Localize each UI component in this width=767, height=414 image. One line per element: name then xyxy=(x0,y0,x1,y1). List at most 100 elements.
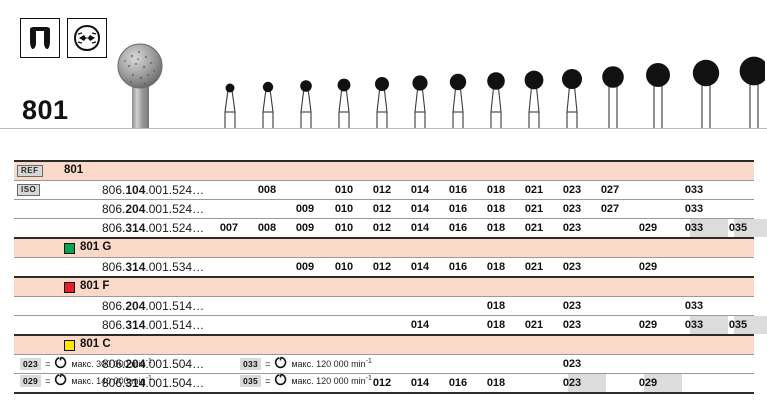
size-cell-018[interactable]: 018 xyxy=(486,261,506,273)
group-name: 801 xyxy=(64,164,84,176)
size-cell-023[interactable]: 023 xyxy=(562,358,582,370)
size-cell-012[interactable]: 012 xyxy=(372,184,392,196)
table-row[interactable]: 806.314.001.524… 007 008 009 010 012 014 016 018… xyxy=(14,218,767,237)
size-cell-009[interactable]: 009 xyxy=(295,203,315,215)
table-row[interactable]: 806.204.001.504… 023 xyxy=(14,354,754,373)
size-cell-021[interactable]: 021 xyxy=(524,203,544,215)
size-cell-014[interactable]: 014 xyxy=(410,222,430,234)
size-cell-007[interactable]: 007 xyxy=(219,222,239,234)
equals-sign: = xyxy=(45,358,51,369)
cell-highlight xyxy=(644,374,682,392)
size-cell-008[interactable]: 008 xyxy=(257,222,277,234)
table-row[interactable]: 806.314.001.514… 014 018 021 023 029 033 035 xyxy=(14,315,767,334)
size-cell-014[interactable]: 014 xyxy=(410,203,430,215)
size-cell-018[interactable]: 018 xyxy=(486,203,506,215)
footnote-033: 033 = макс. 120 000 min-1 xyxy=(240,356,372,371)
size-cell-023[interactable]: 023 xyxy=(562,261,582,273)
size-cell-021[interactable]: 021 xyxy=(524,184,544,196)
color-swatch xyxy=(64,282,75,293)
size-cell-018[interactable]: 018 xyxy=(486,222,506,234)
footnote-text: макс. 300 000 min-1 xyxy=(71,358,152,369)
table-row[interactable]: 806.314.001.504… 012 014 016 018 023 029 xyxy=(14,373,754,392)
size-cell-016[interactable]: 016 xyxy=(448,203,468,215)
size-cell-018[interactable]: 018 xyxy=(486,377,506,389)
size-cell-012[interactable]: 012 xyxy=(372,222,392,234)
size-cell-021[interactable]: 021 xyxy=(524,222,544,234)
size-cell-010[interactable]: 010 xyxy=(334,222,354,234)
rotation-speed-icon xyxy=(274,356,287,371)
size-cell-012[interactable]: 012 xyxy=(372,261,392,273)
color-swatch xyxy=(64,243,75,254)
size-cell-033[interactable]: 033 xyxy=(684,203,704,215)
size-cell-012[interactable]: 012 xyxy=(372,377,392,389)
product-code: 806.204.001.524… xyxy=(102,202,205,216)
size-cell-029[interactable]: 029 xyxy=(638,261,658,273)
equals-sign: = xyxy=(265,375,271,386)
size-cell-023[interactable]: 023 xyxy=(562,184,582,196)
tooth-occlusal-icon xyxy=(67,18,107,58)
size-cell-014[interactable]: 014 xyxy=(410,261,430,273)
size-cell-016[interactable]: 016 xyxy=(448,261,468,273)
product-code: 806.314.001.514… xyxy=(102,318,205,332)
footnote-size-badge: 035 xyxy=(240,374,262,387)
product-table: REF 801 ISO 806.104.001.524… 008 010 012 014 016… xyxy=(14,160,767,394)
size-cell-016[interactable]: 016 xyxy=(448,222,468,234)
equals-sign: = xyxy=(45,375,51,386)
size-cell-014[interactable]: 014 xyxy=(410,319,430,331)
size-cell-018[interactable]: 018 xyxy=(486,300,506,312)
size-cell-023[interactable]: 023 xyxy=(562,300,582,312)
size-cell-023[interactable]: 023 xyxy=(562,319,582,331)
size-cell-035[interactable]: 035 xyxy=(728,319,748,331)
size-cell-021[interactable]: 021 xyxy=(524,319,544,331)
size-cell-018[interactable]: 018 xyxy=(486,319,506,331)
size-cell-027[interactable]: 027 xyxy=(600,184,620,196)
size-cell-033[interactable]: 033 xyxy=(684,300,704,312)
group-header-801-c: 801 C xyxy=(14,334,754,354)
table-row[interactable]: 806.204.001.524… 009 010 012 014 016 018 021 023… xyxy=(14,199,754,218)
size-cell-014[interactable]: 014 xyxy=(410,377,430,389)
size-cell-029[interactable]: 029 xyxy=(638,222,658,234)
size-cell-014[interactable]: 014 xyxy=(410,184,430,196)
size-cell-008[interactable]: 008 xyxy=(257,184,277,196)
footnote-029: 029 = макс. 140 000 min-1 xyxy=(20,373,152,388)
product-code: 806.314.001.524… xyxy=(102,221,205,235)
product-code: 806.204.001.504… xyxy=(102,357,205,371)
size-cell-033[interactable]: 033 xyxy=(684,319,704,331)
size-cell-010[interactable]: 010 xyxy=(334,203,354,215)
footnote-size-badge: 029 xyxy=(20,374,42,387)
size-cell-027[interactable]: 027 xyxy=(600,203,620,215)
footnote-035: 035 = макс. 120 000 min-1 xyxy=(240,373,372,388)
size-cell-012[interactable]: 012 xyxy=(372,203,392,215)
size-cell-023[interactable]: 023 xyxy=(562,377,582,389)
iso-badge: ISO xyxy=(17,184,41,196)
table-row[interactable]: ISO 806.104.001.524… 008 010 012 014 016 018 021… xyxy=(14,180,754,199)
group-name: 801 F xyxy=(80,280,110,292)
size-cell-010[interactable]: 010 xyxy=(334,184,354,196)
size-cell-009[interactable]: 009 xyxy=(295,261,315,273)
size-cell-033[interactable]: 033 xyxy=(684,222,704,234)
table-row[interactable]: 806.314.001.534… 009 010 012 014 016 018 021 023… xyxy=(14,257,754,276)
rotation-speed-icon xyxy=(54,373,67,388)
size-cell-023[interactable]: 023 xyxy=(562,222,582,234)
cell-highlight xyxy=(568,374,606,392)
size-cell-029[interactable]: 029 xyxy=(638,319,658,331)
size-cell-018[interactable]: 018 xyxy=(486,184,506,196)
group-header-801-f: 801 F xyxy=(14,276,754,296)
cell-highlight xyxy=(734,316,767,334)
size-cell-021[interactable]: 021 xyxy=(524,261,544,273)
size-cell-016[interactable]: 016 xyxy=(448,184,468,196)
size-cell-010[interactable]: 010 xyxy=(334,261,354,273)
footnote-text: макс. 140 000 min-1 xyxy=(71,375,152,386)
equals-sign: = xyxy=(265,358,271,369)
size-cell-029[interactable]: 029 xyxy=(638,377,658,389)
size-cell-035[interactable]: 035 xyxy=(728,222,748,234)
size-cell-016[interactable]: 016 xyxy=(448,377,468,389)
cell-highlight xyxy=(734,219,767,237)
table-row[interactable]: 806.204.001.514… 018 023 033 xyxy=(14,296,754,315)
size-cell-009[interactable]: 009 xyxy=(295,222,315,234)
footnote-size-badge: 023 xyxy=(20,357,42,370)
size-cell-033[interactable]: 033 xyxy=(684,184,704,196)
size-cell-023[interactable]: 023 xyxy=(562,203,582,215)
footnote-text: макс. 120 000 min-1 xyxy=(291,375,372,386)
cell-highlight xyxy=(690,219,728,237)
